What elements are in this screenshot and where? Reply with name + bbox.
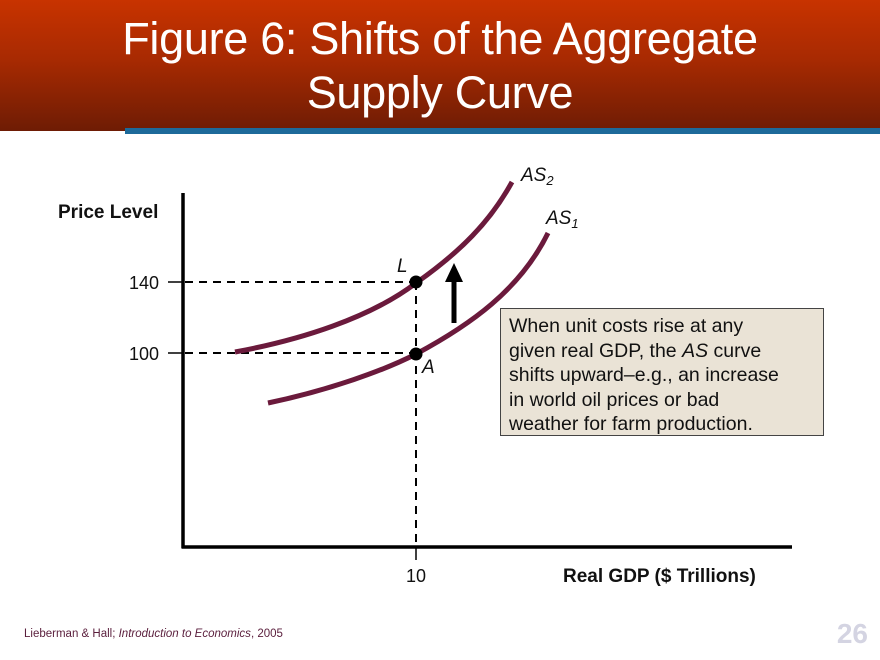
as2-curve (234, 180, 515, 355)
y-axis-title: Price Level (58, 202, 159, 223)
note-line-2-em: AS (682, 339, 709, 362)
as2-label-main: AS (521, 165, 547, 186)
as1-label-main: AS (546, 208, 572, 229)
note-line-2-pre: given real GDP, the (509, 339, 683, 362)
point-a (409, 347, 423, 361)
arrow-up-icon (445, 263, 463, 282)
note-line-2: given real GDP, the AS curve (509, 339, 815, 364)
slide-header: Figure 6: Shifts of the Aggregate Supply… (0, 0, 880, 131)
point-l-label: L (397, 256, 408, 277)
note-line-2-post: curve (708, 339, 762, 362)
note-line-5: weather for farm production. (509, 413, 753, 435)
citation-book: Introduction to Economics (118, 628, 251, 640)
title-line-2: Supply Curve (306, 67, 574, 118)
as2-label: AS2 (521, 165, 554, 188)
note-line-3: shifts upward–e.g., an increase (509, 364, 779, 386)
point-a-label: A (422, 357, 435, 378)
as1-label: AS1 (546, 208, 579, 231)
slide-number: 26 (836, 618, 868, 649)
note-line-4: in world oil prices or bad (509, 388, 720, 411)
as1-label-sub: 1 (571, 216, 579, 231)
slide-title: Figure 6: Shifts of the Aggregate Supply… (0, 12, 880, 120)
accent-bar (125, 128, 880, 134)
title-line-1: Figure 6: Shifts of the Aggregate (122, 13, 758, 64)
source-citation: Lieberman & Hall; Introduction to Econom… (24, 628, 283, 640)
y-tick-label-140: 140 (129, 273, 160, 293)
x-tick-label-10: 10 (406, 566, 427, 586)
citation-year: , 2005 (250, 628, 283, 640)
note-line-1: When unit costs rise at any (509, 315, 744, 337)
y-tick-label-100: 100 (129, 344, 160, 364)
citation-authors: Lieberman & Hall; (24, 628, 119, 640)
as2-label-sub: 2 (546, 173, 554, 188)
point-l (409, 275, 423, 289)
x-axis-title: Real GDP ($ Trillions) (563, 566, 756, 587)
explanation-box: When unit costs rise at any given real G… (500, 308, 824, 436)
